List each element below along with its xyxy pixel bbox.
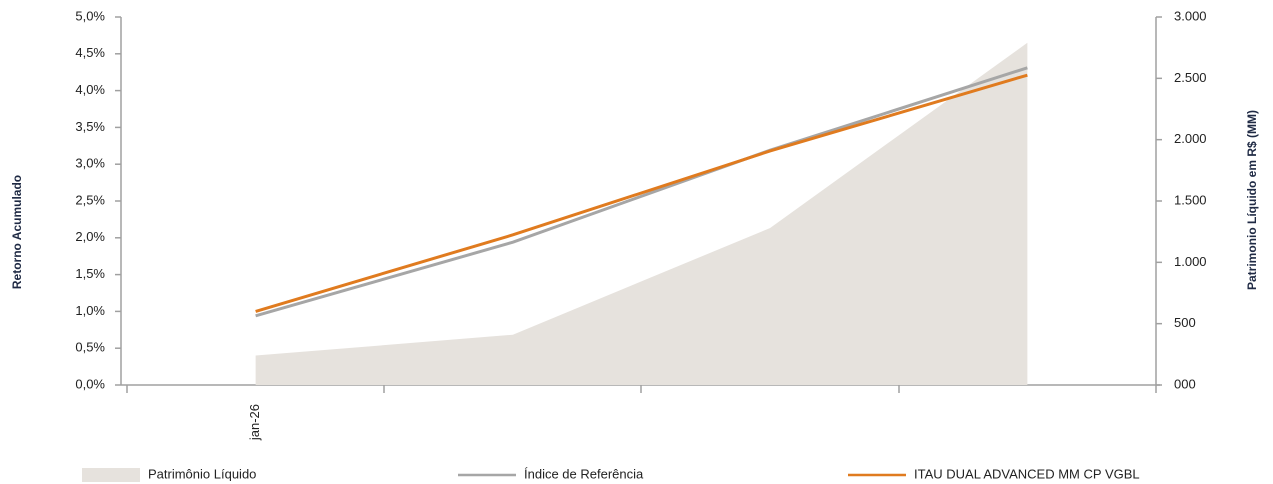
y2-tick-label: 3.000 — [1174, 8, 1207, 23]
legend-swatch — [82, 468, 140, 482]
y-tick-label: 3,5% — [75, 119, 105, 134]
y2-tick-label: 1.500 — [1174, 192, 1207, 207]
line — [255, 73, 1028, 313]
area — [255, 42, 1028, 385]
line — [255, 66, 1028, 318]
y2-tick-label: 2.000 — [1174, 131, 1207, 146]
y-tick-label: 0,5% — [75, 340, 105, 355]
y2-tick-label: 1.000 — [1174, 254, 1207, 269]
y-tick-label: 3,0% — [75, 156, 105, 171]
x-tick-label: jan-26 — [247, 404, 262, 441]
y2-tick-label: 2.500 — [1174, 70, 1207, 85]
y-tick-label: 4,0% — [75, 82, 105, 97]
y2-tick-label: 500 — [1174, 315, 1196, 330]
y-tick-label: 1,0% — [75, 303, 105, 318]
legend-label: Patrimônio Líquido — [148, 466, 256, 481]
legend-label: ITAU DUAL ADVANCED MM CP VGBL — [914, 466, 1140, 481]
y-tick-label: 4,5% — [75, 45, 105, 60]
legend-label: Índice de Referência — [524, 466, 644, 481]
x-ticks — [126, 385, 1157, 393]
y2-axis-title: Patrimonio Líquido em R$ (MM) — [1245, 110, 1259, 290]
y-tick-label: 0,0% — [75, 376, 105, 391]
y-tick-label: 1,5% — [75, 266, 105, 281]
y-tick-label: 2,0% — [75, 229, 105, 244]
y-tick-label: 2,5% — [75, 192, 105, 207]
y-axis-title: Retorno Acumulado — [10, 175, 24, 289]
y2-tick-label: 000 — [1174, 376, 1196, 391]
y-tick-label: 5,0% — [75, 8, 105, 23]
